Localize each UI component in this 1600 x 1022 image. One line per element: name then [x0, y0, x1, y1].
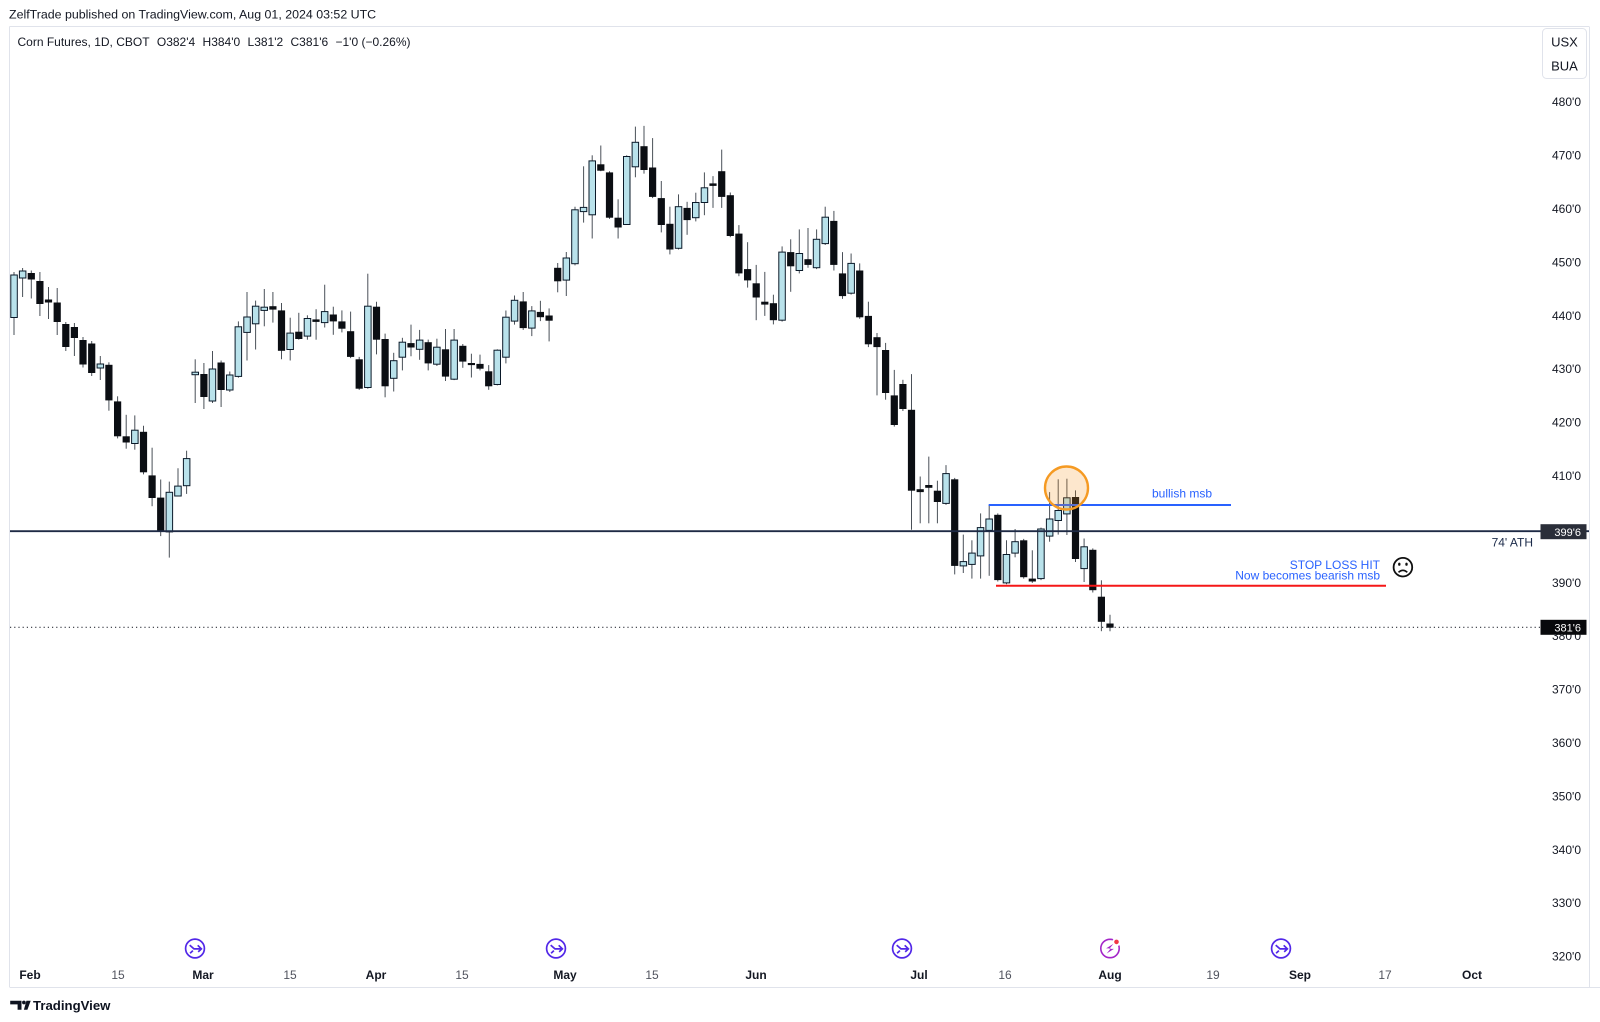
svg-text:17: 17	[1378, 968, 1392, 982]
svg-text:360'0: 360'0	[1552, 736, 1581, 750]
svg-text:480'0: 480'0	[1552, 95, 1581, 109]
svg-text:15: 15	[455, 968, 469, 982]
svg-text:470'0: 470'0	[1552, 149, 1581, 163]
svg-text:Aug: Aug	[1098, 968, 1121, 982]
svg-text:16: 16	[998, 968, 1012, 982]
svg-text:460'0: 460'0	[1552, 202, 1581, 216]
svg-text:19: 19	[1206, 968, 1220, 982]
svg-text:320'0: 320'0	[1552, 950, 1581, 964]
svg-text:390'0: 390'0	[1552, 576, 1581, 590]
svg-text:Jul: Jul	[910, 968, 927, 982]
svg-text:ZelfTrade published on Trading: ZelfTrade published on TradingView.com, …	[9, 8, 376, 22]
svg-text:370'0: 370'0	[1552, 683, 1581, 697]
svg-text:TradingView: TradingView	[33, 998, 111, 1013]
svg-text:Now becomes bearish msb: Now becomes bearish msb	[1235, 569, 1380, 583]
svg-text:STOP LOSS HIT: STOP LOSS HIT	[1290, 558, 1381, 572]
svg-text:Mar: Mar	[192, 968, 214, 982]
svg-text:450'0: 450'0	[1552, 255, 1581, 269]
svg-text:15: 15	[111, 968, 125, 982]
svg-text:330'0: 330'0	[1552, 896, 1581, 910]
svg-text:Apr: Apr	[366, 968, 387, 982]
svg-text:15: 15	[645, 968, 659, 982]
svg-text:Jun: Jun	[745, 968, 766, 982]
svg-text:440'0: 440'0	[1552, 309, 1581, 323]
svg-text:Oct: Oct	[1462, 968, 1482, 982]
svg-text:350'0: 350'0	[1552, 789, 1581, 803]
svg-text:Feb: Feb	[19, 968, 40, 982]
svg-text:USX: USX	[1551, 35, 1578, 50]
svg-text:May: May	[553, 968, 577, 982]
svg-text:Corn Futures, 1D, CBOT O382'4: Corn Futures, 1D, CBOT O382'4 H384'0 L38…	[18, 35, 411, 49]
svg-text:420'0: 420'0	[1552, 416, 1581, 430]
svg-text:15: 15	[283, 968, 297, 982]
svg-text:399'6: 399'6	[1554, 527, 1581, 539]
svg-text:bullish msb: bullish msb	[1152, 487, 1212, 501]
svg-text:381'6: 381'6	[1554, 622, 1581, 634]
svg-text:BUA: BUA	[1551, 59, 1578, 74]
svg-text:74' ATH: 74' ATH	[1492, 536, 1533, 550]
svg-text:430'0: 430'0	[1552, 362, 1581, 376]
svg-text:Sep: Sep	[1289, 968, 1311, 982]
svg-text:410'0: 410'0	[1552, 469, 1581, 483]
svg-text:340'0: 340'0	[1552, 843, 1581, 857]
